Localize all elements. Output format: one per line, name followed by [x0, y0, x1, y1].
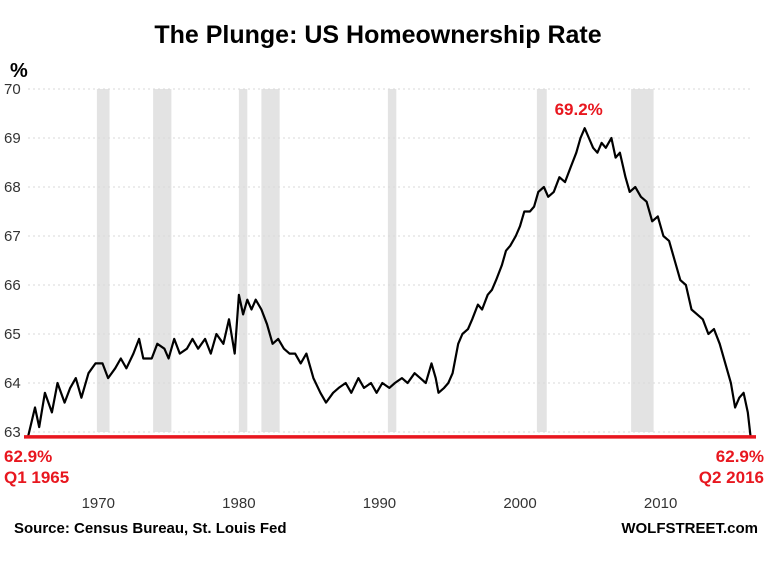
y-tick-63: 63 [4, 424, 21, 441]
x-axis-ticks: 1970 1980 1990 2000 2010 [82, 495, 678, 512]
homeownership-line [26, 127, 752, 438]
recession-band-5 [536, 89, 547, 432]
x-tick-1970: 1970 [82, 495, 115, 512]
y-tick-64: 64 [4, 375, 21, 392]
start-date-label: Q1 1965 [4, 468, 69, 487]
x-tick-1990: 1990 [363, 495, 396, 512]
end-value-label: 62.9% [716, 447, 764, 466]
brand-label: WOLFSTREET.com [621, 520, 758, 537]
recession-band-6 [631, 89, 654, 432]
recession-band-0 [96, 89, 110, 432]
y-tick-67: 67 [4, 228, 21, 245]
y-axis-ticks: 63 64 65 66 67 68 69 70 [4, 81, 21, 441]
gridlines [28, 88, 752, 433]
y-tick-68: 68 [4, 179, 21, 196]
end-date-label: Q2 2016 [699, 468, 764, 487]
recession-band-3 [261, 89, 280, 432]
recession-bands [96, 89, 654, 432]
peak-value-label: 69.2% [555, 100, 603, 119]
y-tick-65: 65 [4, 326, 21, 343]
y-tick-66: 66 [4, 277, 21, 294]
y-tick-70: 70 [4, 81, 21, 98]
y-tick-69: 69 [4, 130, 21, 147]
recession-band-1 [153, 89, 172, 432]
recession-band-4 [387, 89, 397, 432]
recession-band-2 [238, 89, 248, 432]
x-tick-2000: 2000 [503, 495, 536, 512]
start-value-label: 62.9% [4, 447, 52, 466]
y-axis-unit: % [10, 60, 28, 82]
x-tick-1980: 1980 [222, 495, 255, 512]
x-tick-2010: 2010 [644, 495, 677, 512]
source-note: Source: Census Bureau, St. Louis Fed [14, 520, 287, 537]
chart-title: The Plunge: US Homeownership Rate [154, 21, 601, 49]
